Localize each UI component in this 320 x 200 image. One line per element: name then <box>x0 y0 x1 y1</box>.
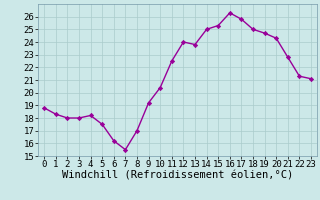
X-axis label: Windchill (Refroidissement éolien,°C): Windchill (Refroidissement éolien,°C) <box>62 171 293 181</box>
